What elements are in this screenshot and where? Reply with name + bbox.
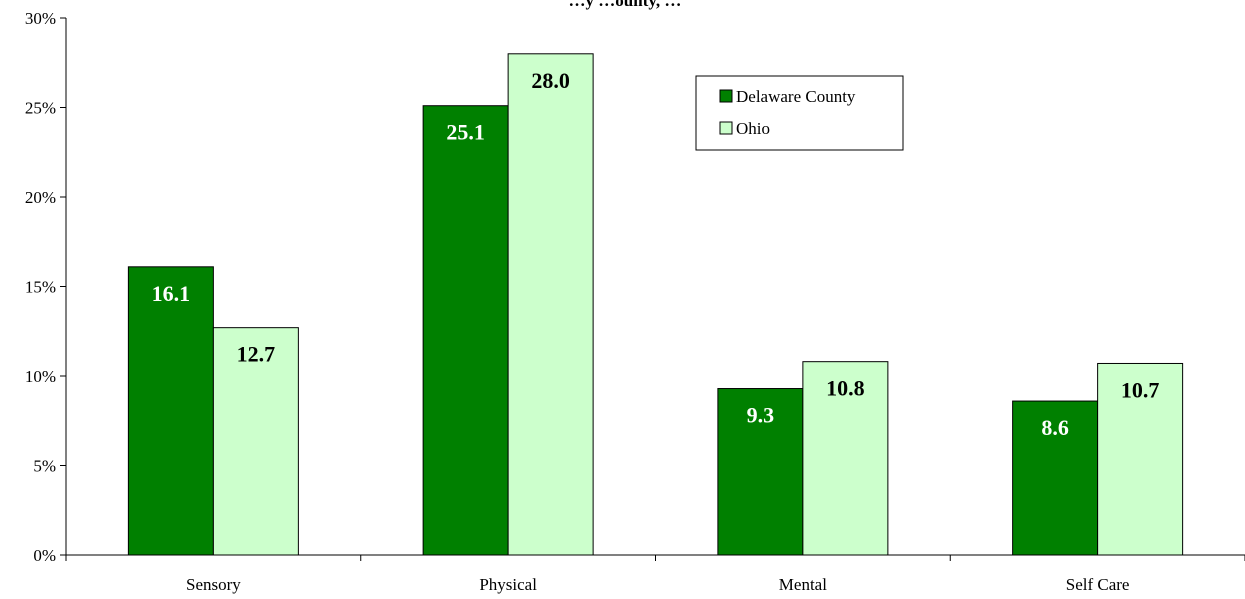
bars: 16.1 12.7 25.1 28.0 9.3 10.8 8.6 10.7 xyxy=(127,53,1184,556)
x-category-label: Sensory xyxy=(186,575,241,594)
legend-swatch xyxy=(719,89,733,103)
bar-delaware-county-sensory xyxy=(127,266,214,556)
bar-ohio-physical xyxy=(507,53,594,556)
x-axis: Sensory Physical Mental Self Care xyxy=(65,554,1245,594)
bar-ohio-self-care xyxy=(1097,362,1184,556)
legend-label: Delaware County xyxy=(736,87,856,106)
data-label: 12.7 xyxy=(237,342,276,367)
legend-label: Ohio xyxy=(736,119,770,138)
y-tick-label: 5% xyxy=(33,457,56,476)
data-label: 10.8 xyxy=(826,376,865,401)
y-tick-label: 20% xyxy=(25,188,56,207)
bar-delaware-county-physical xyxy=(422,105,509,556)
data-label: 10.7 xyxy=(1121,377,1160,402)
legend-swatch xyxy=(719,121,733,135)
bar-delaware-county-self-care xyxy=(1012,400,1099,556)
y-tick-label: 0% xyxy=(33,546,56,565)
y-tick-label: 25% xyxy=(25,99,56,118)
bar-ohio-mental xyxy=(802,361,889,556)
data-label: 28.0 xyxy=(531,68,570,93)
bar-delaware-county-mental xyxy=(717,388,804,556)
x-category-label: Physical xyxy=(479,575,537,594)
y-tick-label: 15% xyxy=(25,278,56,297)
x-category-label: Mental xyxy=(779,575,827,594)
data-label: 8.6 xyxy=(1041,415,1069,440)
data-label: 9.3 xyxy=(747,403,775,428)
legend-box xyxy=(695,75,904,151)
y-tick-label: 10% xyxy=(25,367,56,386)
y-axis: 0% 5% 10% 15% 20% 25% 30% xyxy=(25,9,67,565)
legend: Delaware County Ohio xyxy=(695,75,904,151)
y-tick-label: 30% xyxy=(25,9,56,28)
bar-ohio-sensory xyxy=(212,327,299,556)
data-label: 16.1 xyxy=(152,281,191,306)
data-label: 25.1 xyxy=(446,120,485,145)
x-category-label: Self Care xyxy=(1066,575,1130,594)
chart-title: …y …ounty, … xyxy=(569,0,682,10)
